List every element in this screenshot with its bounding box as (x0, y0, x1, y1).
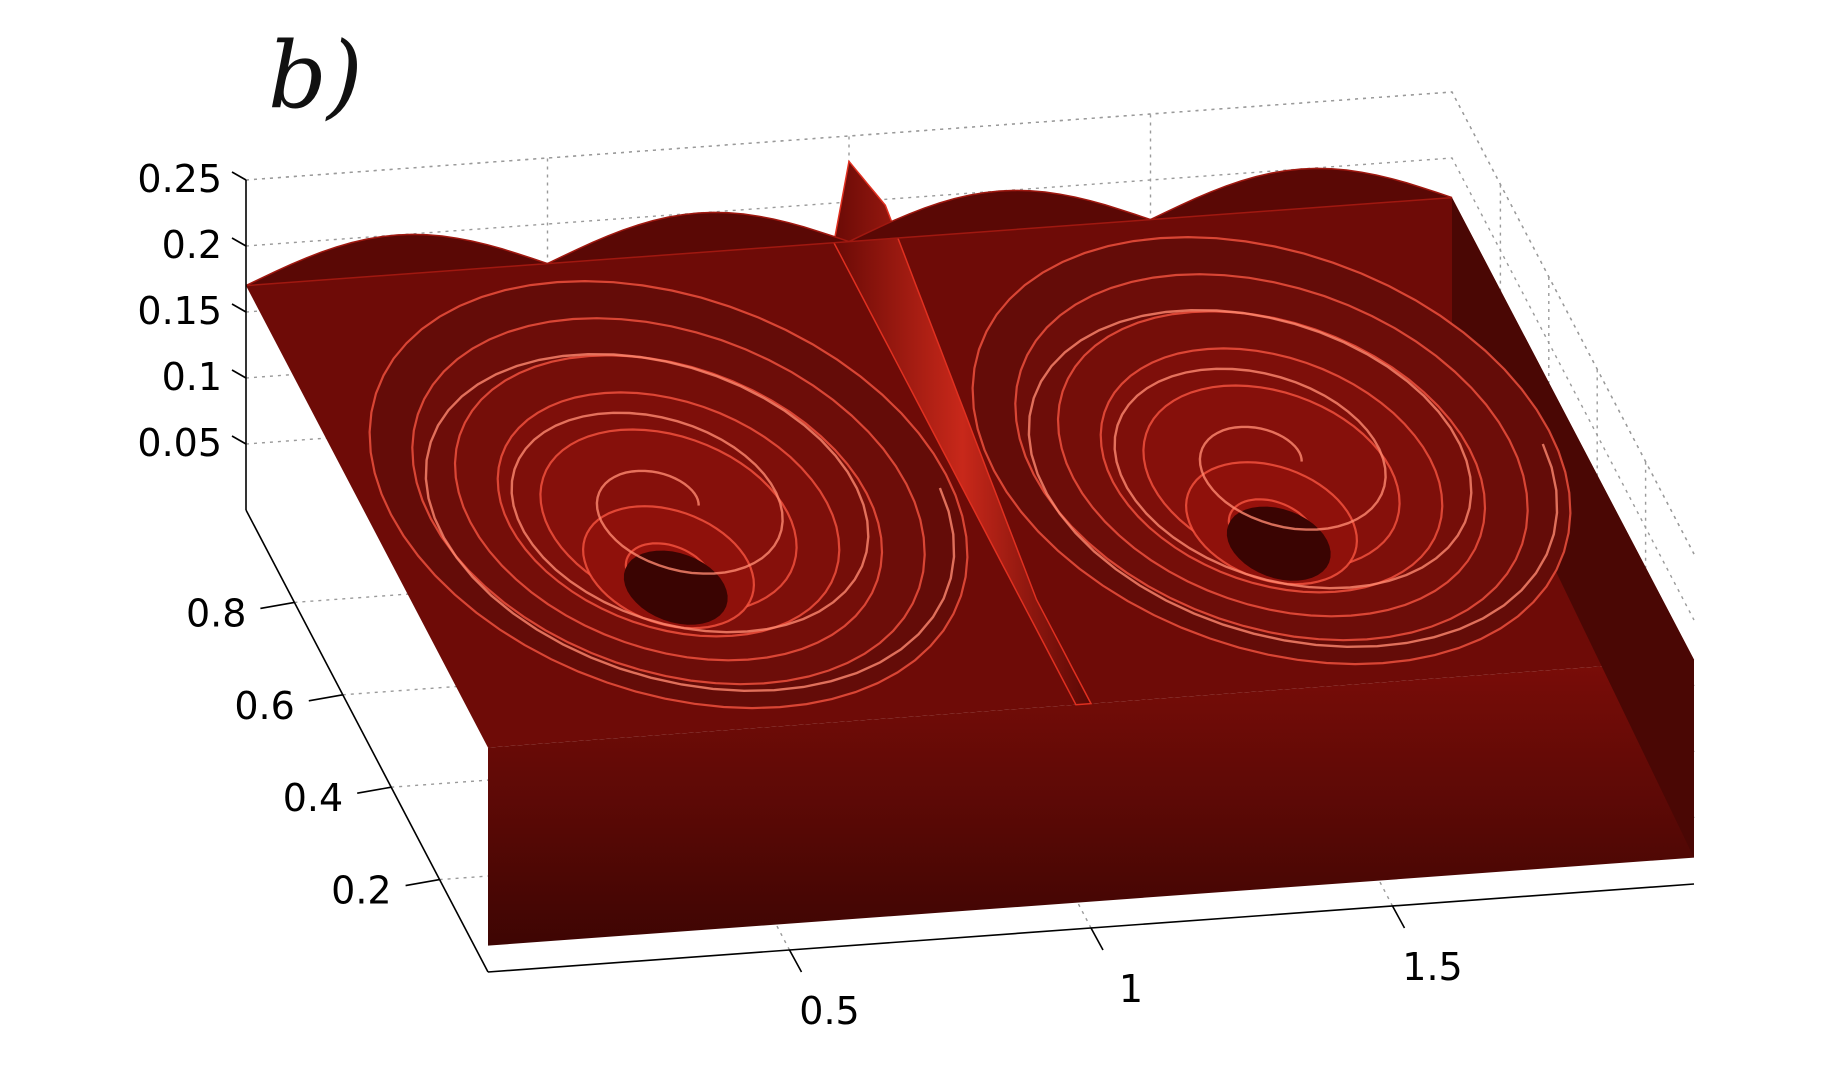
z-tick-label: 0.25 (137, 157, 222, 201)
panel-label: b) (268, 22, 363, 129)
vortex-1 (368, 279, 969, 710)
surface (245, 159, 1694, 946)
vortex-core (1226, 506, 1331, 581)
y-tick (405, 878, 440, 887)
x-tick-label: 1 (1119, 967, 1143, 1011)
surface-back-rim (245, 167, 1453, 287)
z-tick (231, 237, 247, 247)
y-tick-label: 0.4 (283, 776, 343, 820)
grid-line-z (245, 157, 1695, 621)
vortex-core (623, 550, 728, 625)
vortex-spiral (1027, 308, 1559, 649)
y-axis-line (245, 509, 489, 973)
surface-front-face (488, 659, 1694, 946)
z-tick-label: 0.1 (162, 355, 222, 399)
z-tick-label: 0.15 (137, 289, 222, 333)
y-tick-label: 0.8 (186, 591, 246, 635)
tick-labels: 0.5 1 1.5 0.2 0.4 0.6 0.8 0.05 0.1 0.15 0.2 0.25 (137, 157, 1462, 1033)
x-tick (1090, 927, 1104, 951)
axes (231, 171, 1695, 973)
z-tick (231, 369, 247, 379)
vortex-2 (971, 235, 1572, 666)
z-tick (231, 303, 247, 313)
surface-right-face (1452, 197, 1694, 858)
vortex-spiral (424, 352, 956, 693)
x-tick-label: 0.5 (799, 989, 859, 1033)
y-tick (357, 786, 392, 794)
z-tick (231, 435, 247, 445)
y-tick-label: 0.2 (331, 869, 391, 913)
z-tick-label: 0.2 (162, 223, 222, 267)
z-tick (231, 171, 247, 181)
y-tick (260, 601, 295, 610)
x-tick (1391, 905, 1406, 929)
box-top-edge (245, 91, 1695, 555)
y-tick (308, 694, 343, 702)
x-tick-label: 1.5 (1402, 945, 1462, 989)
y-tick-label: 0.6 (234, 684, 294, 728)
central-ridge (833, 159, 1093, 706)
x-tick (788, 949, 803, 973)
z-tick-label: 0.05 (137, 421, 222, 465)
